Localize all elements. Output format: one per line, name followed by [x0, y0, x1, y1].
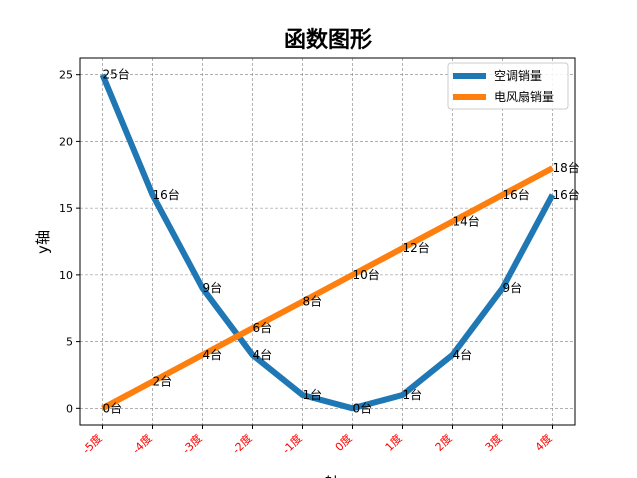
- data-label: 1台: [403, 387, 423, 402]
- data-label: 0台: [353, 400, 373, 415]
- data-label: 18台: [553, 160, 580, 175]
- y-tick-label: 15: [59, 202, 73, 215]
- x-tick-label: 4度: [532, 431, 555, 454]
- x-tick-label: -5度: [79, 431, 104, 456]
- data-label: 4台: [453, 347, 473, 362]
- y-axis-label: y轴: [34, 230, 52, 254]
- data-label: 9台: [503, 280, 523, 295]
- data-label: 16台: [153, 187, 180, 202]
- data-label: 12台: [403, 240, 430, 255]
- data-label: 9台: [203, 280, 223, 295]
- y-axis: 0 5 10 15 20 25: [59, 69, 80, 415]
- data-label: 25台: [103, 67, 130, 82]
- data-label: 10台: [353, 267, 380, 282]
- data-label: 8台: [303, 294, 323, 309]
- data-label: 6台: [253, 320, 273, 335]
- x-tick-label: 0度: [332, 431, 355, 454]
- data-label: 4台: [203, 347, 223, 362]
- x-tick-label: -2度: [229, 431, 254, 456]
- x-axis: -5度 -4度 -3度 -2度 -1度 0度 1度 2度 3度 4度: [79, 425, 555, 457]
- grid: [80, 58, 575, 425]
- x-axis-label: x轴: [316, 474, 340, 478]
- x-tick-label: -1度: [279, 431, 304, 456]
- data-label: 16台: [553, 187, 580, 202]
- legend-label-2: 电风扇销量: [494, 89, 554, 104]
- x-tick-label: 1度: [382, 431, 405, 454]
- data-label: 2台: [153, 374, 173, 389]
- plot-frame: [79, 57, 576, 426]
- y-tick-label: 5: [66, 336, 73, 349]
- series-group: [99, 73, 556, 412]
- y-tick-label: 10: [59, 269, 73, 282]
- legend-label-1: 空调销量: [494, 69, 542, 83]
- x-tick-label: 2度: [432, 431, 455, 454]
- chart-title: 函数图形: [284, 27, 372, 53]
- x-tick-label: 3度: [482, 431, 505, 454]
- data-label: 1台: [303, 387, 323, 402]
- series-line-2: [101, 165, 554, 411]
- x-tick-label: -3度: [179, 431, 204, 456]
- x-tick-label: -4度: [129, 431, 154, 456]
- data-label: 16台: [503, 187, 530, 202]
- data-label: 4台: [253, 347, 273, 362]
- series-line-1: [99, 73, 556, 412]
- y-tick-label: 0: [66, 402, 73, 415]
- y-tick-label: 25: [59, 69, 73, 82]
- y-tick-label: 20: [59, 135, 73, 148]
- data-labels: 25台 16台 9台 4台 1台 0台 1台 4台 9台 16台 0台 2台 4台 6台 8台 10台 12台 1…: [103, 67, 580, 416]
- data-label: 14台: [453, 213, 480, 228]
- data-label: 0台: [103, 400, 123, 415]
